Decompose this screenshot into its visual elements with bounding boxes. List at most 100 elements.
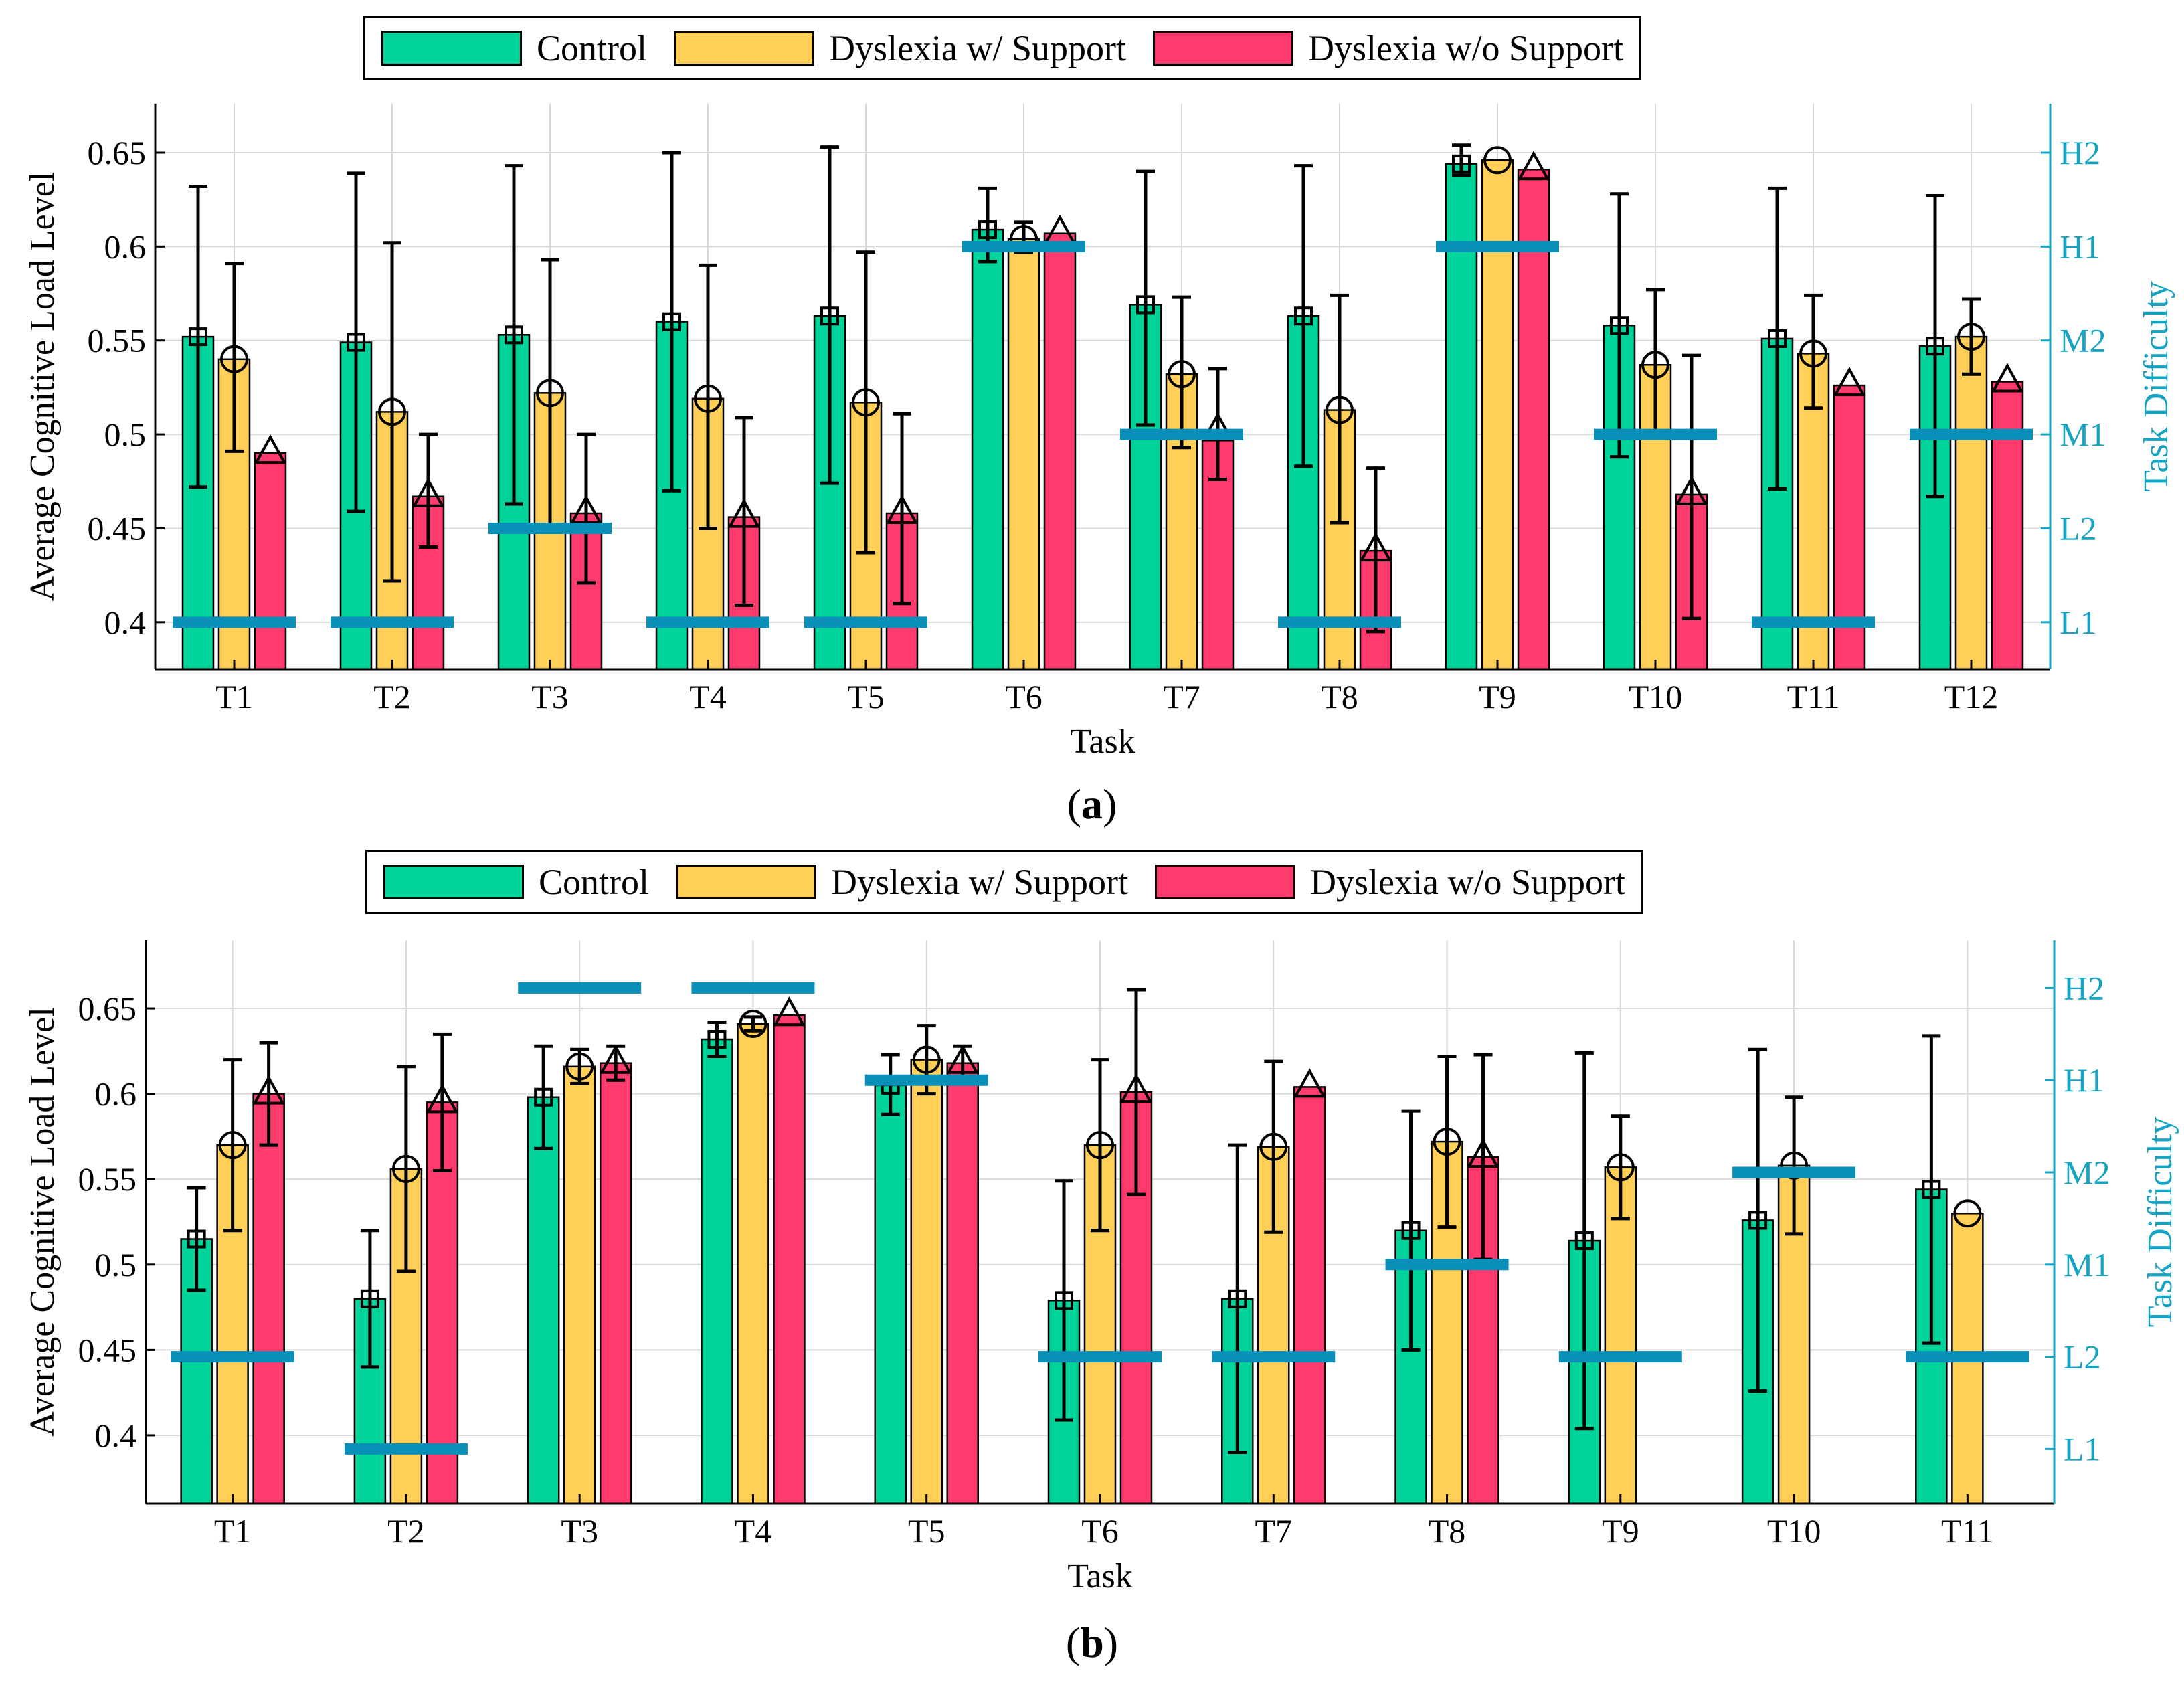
x-tick-label: T9 <box>1602 1512 1639 1550</box>
x-tick-label: T6 <box>1081 1512 1119 1550</box>
marker-circle <box>1606 1153 1635 1182</box>
legend-swatch-without-support <box>1153 31 1293 66</box>
y-tick-label: 0.4 <box>95 1417 137 1454</box>
y-axis-title: Average Cognitive Load Level <box>23 1007 62 1437</box>
marker-triangle <box>773 996 806 1027</box>
y-tick-label: 0.65 <box>88 134 147 171</box>
marker-square <box>1748 1211 1768 1230</box>
y2-tick-label: L2 <box>2064 1338 2101 1376</box>
y-tick-label: 0.45 <box>78 1331 137 1368</box>
bar-without_support <box>946 1062 979 1505</box>
legend-swatch-with-support <box>676 865 817 899</box>
bar-without_support <box>1517 169 1550 671</box>
legend-item-with-support: Dyslexia w/ Support <box>674 27 1126 69</box>
legend-label-without-support: Dyslexia w/o Support <box>1308 28 1623 68</box>
x-axis-title: Task <box>1067 1557 1132 1595</box>
marker-circle <box>378 397 406 426</box>
y-tick-label: 0.6 <box>95 1075 137 1113</box>
marker-circle <box>1326 395 1354 424</box>
y2-tick-label: H1 <box>2060 228 2100 265</box>
marker-square <box>1228 1289 1247 1308</box>
x-tick-label: T11 <box>1787 678 1840 715</box>
panel-label-a: (a) <box>1067 780 1117 828</box>
legend-item-without-support: Dyslexia w/o Support <box>1155 861 1625 903</box>
x-tick-label: T5 <box>908 1512 945 1550</box>
bar-without_support <box>1991 381 2024 671</box>
y2-tick-label: L2 <box>2060 509 2097 547</box>
marker-circle <box>218 1131 247 1160</box>
bar-with_support <box>1007 238 1040 671</box>
x-tick-label: T5 <box>847 678 885 715</box>
marker-square <box>505 325 523 345</box>
y-tick-label: 0.65 <box>78 990 137 1027</box>
legend: Control Dyslexia w/ Support Dyslexia w/o… <box>363 16 1641 80</box>
marker-triangle <box>885 494 919 524</box>
marker-circle <box>1168 360 1196 389</box>
y2-axis-title: Task Difficulty <box>2141 1117 2179 1328</box>
y2-tick-label: M1 <box>2060 416 2106 453</box>
marker-circle <box>1433 1128 1461 1156</box>
legend-item-without-support: Dyslexia w/o Support <box>1153 27 1623 69</box>
marker-circle <box>1780 1151 1809 1180</box>
x-axis-title: Task <box>1070 723 1135 761</box>
legend-swatch-with-support <box>674 31 815 66</box>
bar-control <box>701 1038 733 1505</box>
bar-without_support <box>254 452 287 671</box>
marker-circle <box>391 1154 420 1183</box>
x-tick-label: T3 <box>561 1512 598 1550</box>
legend-label-control: Control <box>537 28 648 68</box>
y2-tick-label: H2 <box>2064 969 2104 1006</box>
y2-tick-label: H1 <box>2064 1061 2104 1099</box>
marker-circle <box>1799 339 1827 368</box>
y2-tick-label: L1 <box>2060 604 2097 641</box>
legend-item-control: Control <box>381 27 647 69</box>
marker-circle <box>1259 1132 1288 1161</box>
marker-square <box>347 333 365 352</box>
marker-circle <box>1953 1199 1982 1228</box>
legend-label-control: Control <box>539 862 650 902</box>
marker-circle <box>1641 351 1669 379</box>
y-tick-label: 0.55 <box>78 1160 137 1198</box>
legend-swatch-without-support <box>1155 865 1295 899</box>
marker-circle <box>1086 1131 1114 1160</box>
y-tick-label: 0.5 <box>104 416 147 453</box>
chart-a: 0.4 0.45 0.5 0.55 0.6 0.65 L1 L2 M1 M2 H1 H2 T1 T2 T3 T… <box>23 104 2175 761</box>
marker-square <box>1610 316 1629 335</box>
marker-square <box>189 327 207 347</box>
marker-square <box>1401 1221 1421 1240</box>
x-tick-label: T7 <box>1255 1512 1292 1550</box>
bar-with_support <box>1257 1146 1290 1505</box>
marker-triangle <box>1119 1073 1153 1103</box>
marker-triangle <box>1517 151 1550 181</box>
marker-triangle <box>1991 363 2024 393</box>
marker-square <box>1136 295 1155 315</box>
marker-square <box>662 312 681 331</box>
marker-circle <box>694 384 722 413</box>
panel-label-b: (b) <box>1065 1619 1119 1666</box>
marker-square <box>1452 154 1471 173</box>
bar-without_support <box>252 1093 285 1505</box>
bar-without_support <box>1043 232 1077 671</box>
marker-square <box>1926 337 1944 356</box>
x-tick-label: T1 <box>215 678 253 715</box>
x-tick-label: T9 <box>1479 678 1516 715</box>
x-tick-label: T4 <box>735 1512 772 1550</box>
legend-label-without-support: Dyslexia w/o Support <box>1310 862 1625 902</box>
bar-without_support <box>599 1062 632 1505</box>
marker-square <box>1768 329 1787 348</box>
marker-square <box>360 1289 379 1308</box>
marker-square <box>187 1229 206 1249</box>
panel-a: Control Dyslexia w/ Support Dyslexia w/o… <box>0 0 2184 836</box>
x-tick-label: T6 <box>1005 678 1042 715</box>
x-tick-label: T7 <box>1163 678 1200 715</box>
marker-square <box>707 1029 727 1049</box>
marker-triangle <box>1359 532 1392 562</box>
bar-without_support <box>1293 1086 1326 1505</box>
y2-tick-label: M1 <box>2064 1246 2110 1283</box>
bar-with_support <box>1481 159 1514 671</box>
marker-square <box>1574 1231 1594 1251</box>
marker-triangle <box>1293 1068 1326 1098</box>
marker-triangle <box>946 1044 980 1074</box>
marker-square <box>1055 1291 1073 1310</box>
marker-square <box>1922 1180 1941 1199</box>
